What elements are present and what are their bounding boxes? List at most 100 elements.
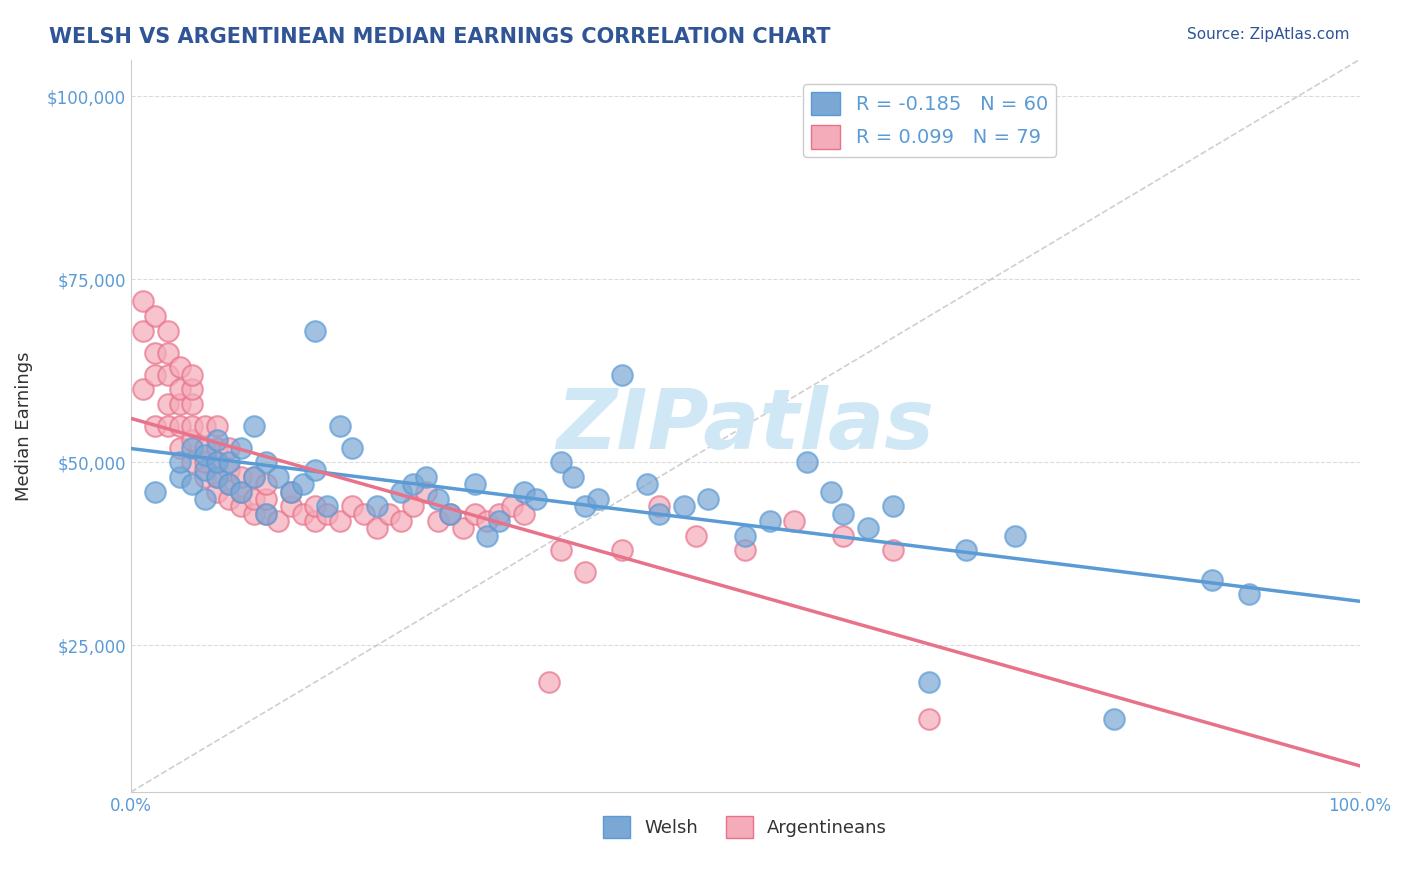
Point bbox=[132, 382, 155, 396]
Point bbox=[316, 507, 339, 521]
Point bbox=[132, 324, 155, 338]
Point bbox=[1102, 712, 1125, 726]
Point bbox=[145, 368, 167, 382]
Point bbox=[612, 368, 634, 382]
Point bbox=[205, 441, 228, 455]
Point bbox=[402, 477, 425, 491]
Point bbox=[488, 507, 510, 521]
Text: WELSH VS ARGENTINEAN MEDIAN EARNINGS CORRELATION CHART: WELSH VS ARGENTINEAN MEDIAN EARNINGS COR… bbox=[49, 27, 831, 46]
Point bbox=[427, 491, 450, 506]
Point bbox=[169, 455, 191, 469]
Point bbox=[194, 463, 217, 477]
Point bbox=[231, 484, 253, 499]
Text: Source: ZipAtlas.com: Source: ZipAtlas.com bbox=[1187, 27, 1350, 42]
Point bbox=[267, 514, 290, 528]
Point bbox=[329, 418, 352, 433]
Point bbox=[856, 521, 879, 535]
Point bbox=[475, 528, 498, 542]
Point bbox=[464, 507, 486, 521]
Point bbox=[181, 455, 204, 469]
Point bbox=[169, 441, 191, 455]
Point bbox=[242, 470, 264, 484]
Point bbox=[378, 507, 401, 521]
Point bbox=[415, 484, 437, 499]
Point bbox=[783, 514, 806, 528]
Point bbox=[366, 521, 388, 535]
Point bbox=[169, 360, 191, 375]
Point bbox=[672, 500, 695, 514]
Point bbox=[882, 500, 904, 514]
Point bbox=[169, 418, 191, 433]
Point bbox=[194, 441, 217, 455]
Point bbox=[796, 455, 818, 469]
Point bbox=[181, 418, 204, 433]
Point bbox=[205, 470, 228, 484]
Point bbox=[389, 484, 412, 499]
Point bbox=[501, 500, 523, 514]
Point bbox=[205, 418, 228, 433]
Point bbox=[329, 514, 352, 528]
Point bbox=[280, 484, 302, 499]
Point bbox=[439, 507, 461, 521]
Point bbox=[366, 500, 388, 514]
Point bbox=[562, 470, 585, 484]
Point bbox=[205, 434, 228, 448]
Point bbox=[218, 441, 240, 455]
Point bbox=[169, 382, 191, 396]
Point bbox=[918, 675, 941, 690]
Point bbox=[389, 514, 412, 528]
Point bbox=[475, 514, 498, 528]
Point bbox=[882, 543, 904, 558]
Point bbox=[304, 500, 326, 514]
Point bbox=[218, 491, 240, 506]
Point bbox=[205, 470, 228, 484]
Point bbox=[439, 507, 461, 521]
Point bbox=[205, 455, 228, 469]
Point bbox=[145, 309, 167, 323]
Point bbox=[156, 324, 179, 338]
Point bbox=[353, 507, 375, 521]
Point bbox=[218, 455, 240, 469]
Point bbox=[832, 507, 855, 521]
Legend: Welsh, Argentineans: Welsh, Argentineans bbox=[596, 809, 894, 846]
Point bbox=[218, 477, 240, 491]
Point bbox=[254, 455, 277, 469]
Point bbox=[550, 455, 572, 469]
Point bbox=[181, 397, 204, 411]
Point bbox=[242, 418, 264, 433]
Point bbox=[231, 441, 253, 455]
Point bbox=[918, 712, 941, 726]
Point bbox=[194, 491, 217, 506]
Point bbox=[415, 470, 437, 484]
Point bbox=[181, 441, 204, 455]
Point bbox=[145, 345, 167, 359]
Point bbox=[156, 397, 179, 411]
Point bbox=[218, 477, 240, 491]
Point bbox=[550, 543, 572, 558]
Point bbox=[685, 528, 707, 542]
Point bbox=[181, 368, 204, 382]
Point bbox=[231, 500, 253, 514]
Point bbox=[218, 463, 240, 477]
Point bbox=[451, 521, 474, 535]
Point bbox=[291, 477, 314, 491]
Point bbox=[181, 382, 204, 396]
Point bbox=[304, 324, 326, 338]
Point bbox=[132, 294, 155, 309]
Point bbox=[181, 434, 204, 448]
Point bbox=[586, 491, 609, 506]
Point bbox=[537, 675, 560, 690]
Point bbox=[820, 484, 842, 499]
Point bbox=[156, 345, 179, 359]
Point bbox=[734, 543, 756, 558]
Point bbox=[231, 470, 253, 484]
Point bbox=[955, 543, 977, 558]
Point bbox=[427, 514, 450, 528]
Point bbox=[181, 477, 204, 491]
Point bbox=[205, 455, 228, 469]
Text: ZIPatlas: ZIPatlas bbox=[557, 385, 934, 467]
Point bbox=[156, 368, 179, 382]
Point bbox=[1004, 528, 1026, 542]
Point bbox=[156, 418, 179, 433]
Point bbox=[734, 528, 756, 542]
